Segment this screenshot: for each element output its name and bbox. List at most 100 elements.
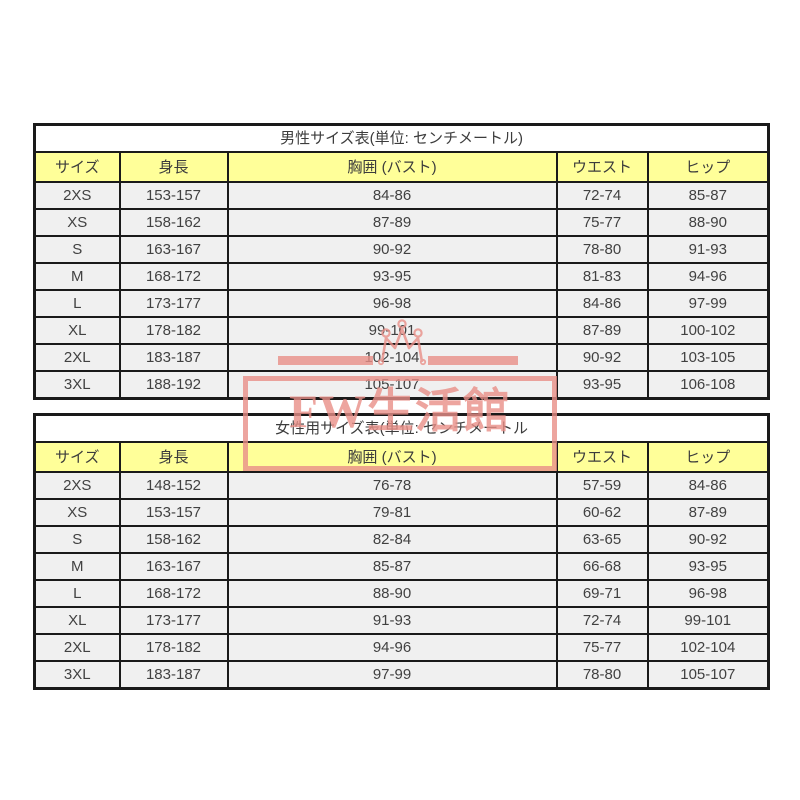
cell-hip: 90-92 bbox=[646, 525, 770, 554]
table-row: 3XL 188-192 105-107 93-95 106-108 bbox=[33, 370, 770, 400]
cell-height: 153-157 bbox=[118, 498, 229, 527]
cell-height: 178-182 bbox=[118, 316, 229, 345]
cell-hip: 87-89 bbox=[646, 498, 770, 527]
cell-size: XL bbox=[33, 316, 121, 345]
mens-col-header-waist: ウエスト bbox=[555, 151, 649, 183]
table-row: M 168-172 93-95 81-83 94-96 bbox=[33, 262, 770, 291]
womens-col-header-waist: ウエスト bbox=[555, 441, 649, 473]
cell-height: 188-192 bbox=[118, 370, 229, 400]
table-row: 2XS 153-157 84-86 72-74 85-87 bbox=[33, 181, 770, 210]
cell-hip: 100-102 bbox=[646, 316, 770, 345]
table-row: XS 158-162 87-89 75-77 88-90 bbox=[33, 208, 770, 237]
cell-height: 148-152 bbox=[118, 471, 229, 500]
table-row: XL 178-182 99-101 87-89 100-102 bbox=[33, 316, 770, 345]
cell-height: 163-167 bbox=[118, 235, 229, 264]
cell-waist: 93-95 bbox=[555, 370, 649, 400]
cell-waist: 66-68 bbox=[555, 552, 649, 581]
cell-bust: 94-96 bbox=[226, 633, 558, 662]
cell-size: XS bbox=[33, 498, 121, 527]
cell-waist: 69-71 bbox=[555, 579, 649, 608]
cell-size: M bbox=[33, 552, 121, 581]
cell-height: 173-177 bbox=[118, 289, 229, 318]
table-row: S 158-162 82-84 63-65 90-92 bbox=[33, 525, 770, 554]
cell-bust: 105-107 bbox=[226, 370, 558, 400]
table-row: XL 173-177 91-93 72-74 99-101 bbox=[33, 606, 770, 635]
womens-size-table: 女性用サイズ表(単位: センチメートル サイズ 身長 胸囲 (バスト) ウエスト… bbox=[33, 413, 771, 690]
cell-size: 3XL bbox=[33, 660, 121, 690]
mens-table-header-row: サイズ 身長 胸囲 (バスト) ウエスト ヒップ bbox=[33, 151, 770, 183]
table-row: L 173-177 96-98 84-86 97-99 bbox=[33, 289, 770, 318]
cell-size: 3XL bbox=[33, 370, 121, 400]
cell-waist: 72-74 bbox=[555, 181, 649, 210]
cell-waist: 87-89 bbox=[555, 316, 649, 345]
cell-height: 153-157 bbox=[118, 181, 229, 210]
cell-height: 178-182 bbox=[118, 633, 229, 662]
mens-col-header-hip: ヒップ bbox=[646, 151, 770, 183]
cell-bust: 97-99 bbox=[226, 660, 558, 690]
mens-table-title-row: 男性サイズ表(単位: センチメートル) bbox=[33, 123, 770, 153]
table-row: M 163-167 85-87 66-68 93-95 bbox=[33, 552, 770, 581]
cell-hip: 96-98 bbox=[646, 579, 770, 608]
cell-bust: 76-78 bbox=[226, 471, 558, 500]
cell-size: 2XS bbox=[33, 471, 121, 500]
cell-waist: 63-65 bbox=[555, 525, 649, 554]
cell-height: 183-187 bbox=[118, 343, 229, 372]
table-row: L 168-172 88-90 69-71 96-98 bbox=[33, 579, 770, 608]
cell-height: 158-162 bbox=[118, 208, 229, 237]
cell-size: S bbox=[33, 235, 121, 264]
table-row: XS 153-157 79-81 60-62 87-89 bbox=[33, 498, 770, 527]
cell-hip: 99-101 bbox=[646, 606, 770, 635]
cell-hip: 105-107 bbox=[646, 660, 770, 690]
cell-hip: 94-96 bbox=[646, 262, 770, 291]
mens-table-title: 男性サイズ表(単位: センチメートル) bbox=[33, 123, 770, 153]
cell-bust: 96-98 bbox=[226, 289, 558, 318]
cell-waist: 72-74 bbox=[555, 606, 649, 635]
womens-col-header-hip: ヒップ bbox=[646, 441, 770, 473]
cell-waist: 90-92 bbox=[555, 343, 649, 372]
cell-waist: 81-83 bbox=[555, 262, 649, 291]
cell-size: 2XL bbox=[33, 633, 121, 662]
cell-height: 168-172 bbox=[118, 262, 229, 291]
cell-hip: 103-105 bbox=[646, 343, 770, 372]
cell-hip: 102-104 bbox=[646, 633, 770, 662]
cell-size: S bbox=[33, 525, 121, 554]
cell-size: 2XS bbox=[33, 181, 121, 210]
cell-size: XS bbox=[33, 208, 121, 237]
cell-bust: 87-89 bbox=[226, 208, 558, 237]
cell-bust: 88-90 bbox=[226, 579, 558, 608]
womens-col-header-height: 身長 bbox=[118, 441, 229, 473]
cell-bust: 82-84 bbox=[226, 525, 558, 554]
mens-col-header-bust: 胸囲 (バスト) bbox=[226, 151, 558, 183]
cell-hip: 106-108 bbox=[646, 370, 770, 400]
cell-size: 2XL bbox=[33, 343, 121, 372]
cell-hip: 88-90 bbox=[646, 208, 770, 237]
cell-waist: 78-80 bbox=[555, 660, 649, 690]
womens-table-title: 女性用サイズ表(単位: センチメートル bbox=[33, 413, 770, 443]
cell-bust: 84-86 bbox=[226, 181, 558, 210]
womens-table-title-row: 女性用サイズ表(単位: センチメートル bbox=[33, 413, 770, 443]
table-row: 2XL 178-182 94-96 75-77 102-104 bbox=[33, 633, 770, 662]
cell-size: L bbox=[33, 289, 121, 318]
table-row: S 163-167 90-92 78-80 91-93 bbox=[33, 235, 770, 264]
cell-hip: 91-93 bbox=[646, 235, 770, 264]
cell-height: 168-172 bbox=[118, 579, 229, 608]
table-row: 2XL 183-187 102-104 90-92 103-105 bbox=[33, 343, 770, 372]
mens-col-header-size: サイズ bbox=[33, 151, 121, 183]
cell-height: 163-167 bbox=[118, 552, 229, 581]
womens-col-header-size: サイズ bbox=[33, 441, 121, 473]
womens-col-header-bust: 胸囲 (バスト) bbox=[226, 441, 558, 473]
womens-table-header-row: サイズ 身長 胸囲 (バスト) ウエスト ヒップ bbox=[33, 441, 770, 473]
cell-size: M bbox=[33, 262, 121, 291]
cell-hip: 97-99 bbox=[646, 289, 770, 318]
cell-hip: 93-95 bbox=[646, 552, 770, 581]
cell-height: 183-187 bbox=[118, 660, 229, 690]
cell-height: 158-162 bbox=[118, 525, 229, 554]
cell-bust: 79-81 bbox=[226, 498, 558, 527]
cell-waist: 57-59 bbox=[555, 471, 649, 500]
mens-col-header-height: 身長 bbox=[118, 151, 229, 183]
cell-waist: 84-86 bbox=[555, 289, 649, 318]
cell-waist: 78-80 bbox=[555, 235, 649, 264]
cell-waist: 75-77 bbox=[555, 208, 649, 237]
cell-size: L bbox=[33, 579, 121, 608]
